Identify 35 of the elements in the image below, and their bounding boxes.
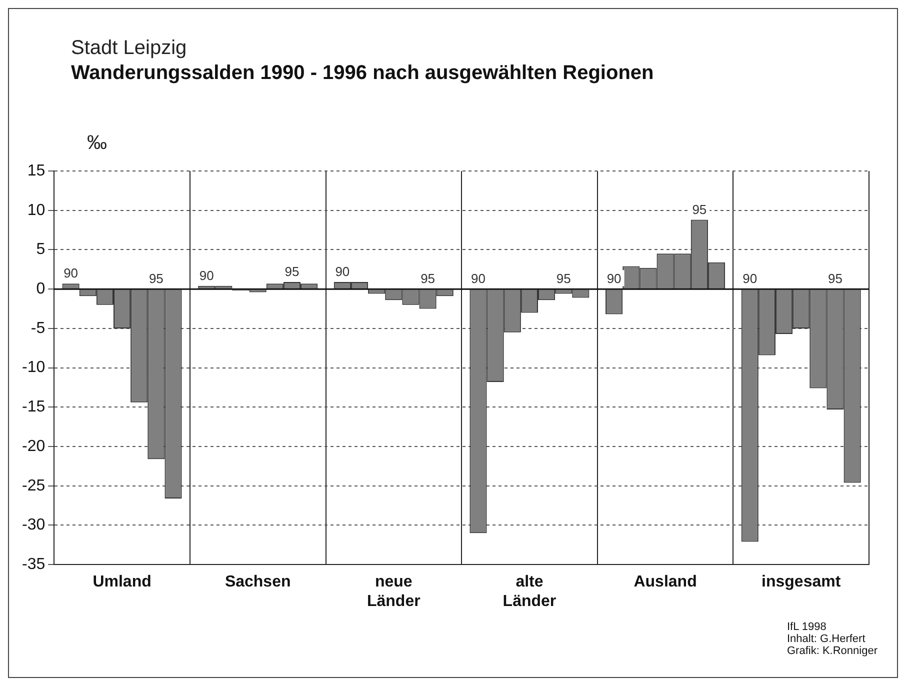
y-tick-label: -5 — [30, 320, 46, 337]
series-label: 95 — [148, 271, 164, 286]
chart-subtitle: Wanderungssalden 1990 - 1996 nach ausgewählten Regionen — [71, 62, 654, 85]
y-tick-label: -30 — [22, 516, 46, 534]
text: IfL 1998 — [787, 621, 828, 633]
x-tick-label: Sachsen — [224, 574, 291, 591]
chart-title: Stadt Leipzig — [71, 37, 187, 60]
y-axis-title: ‰ — [87, 132, 107, 155]
text: 90 — [742, 271, 758, 286]
text: 90 — [335, 264, 350, 280]
y-tick-label: -25 — [22, 477, 46, 494]
text: 95 — [420, 271, 436, 286]
y-tick-label: 10 — [27, 202, 46, 219]
x-tick-label: alte Länder — [502, 574, 556, 610]
text: 90 — [64, 266, 78, 281]
text: 90 — [606, 271, 622, 286]
y-tick-label: 5 — [36, 241, 46, 258]
y-tick-label: 0 — [36, 280, 46, 298]
text: 90 — [199, 268, 214, 284]
text: Inhalt: G.Herfert — [787, 633, 866, 645]
y-tick-label: -35 — [22, 556, 46, 574]
text: 95 — [692, 202, 707, 217]
text: 95 — [284, 264, 300, 280]
x-tick-label: neue Länder — [366, 574, 420, 610]
text: 95 — [556, 271, 571, 286]
y-tick-label: 15 — [27, 162, 46, 180]
y-tick-label: -15 — [22, 398, 46, 416]
series-label: 90 — [471, 271, 486, 286]
x-tick-label: Ausland — [634, 574, 697, 591]
text: 95 — [828, 271, 842, 286]
y-tick-label: -20 — [22, 438, 46, 455]
text: Grafik: K.Ronniger — [787, 645, 878, 657]
x-tick-label: Umland — [92, 574, 152, 591]
x-tick-label: insgesamt — [762, 574, 842, 591]
y-tick-label: -10 — [22, 359, 46, 376]
